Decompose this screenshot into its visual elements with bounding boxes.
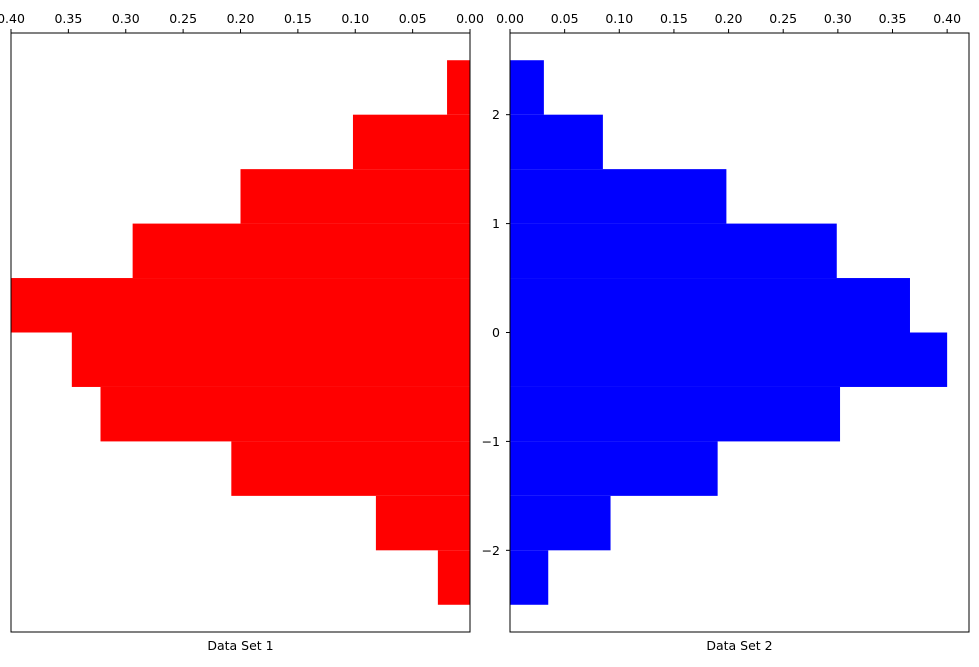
x-tick-label: 0.30	[112, 11, 140, 26]
y-tick-label: 2	[492, 107, 500, 122]
x-tick-label: 0.35	[54, 11, 82, 26]
x-tick-label: 0.10	[605, 11, 633, 26]
histogram-bar	[510, 223, 837, 279]
x-tick-label: 0.15	[284, 11, 312, 26]
histogram-bar	[231, 441, 470, 496]
histogram-bar	[352, 114, 470, 170]
histogram-bar	[447, 60, 470, 115]
y-tick-label: −2	[482, 543, 500, 558]
histogram-bar	[510, 60, 544, 115]
y-tick-label: 0	[492, 325, 500, 340]
histogram-bar	[510, 114, 603, 170]
histogram-bar	[510, 386, 841, 442]
x-tick-label: 0.05	[551, 11, 579, 26]
histogram-bar	[240, 169, 470, 224]
x-tick-label: 0.30	[824, 11, 852, 26]
x-axis-label: Data Set 1	[207, 638, 273, 653]
x-tick-label: 0.25	[769, 11, 797, 26]
histogram-bar	[100, 386, 470, 442]
histogram-bar	[132, 223, 470, 279]
x-tick-label: 0.10	[341, 11, 369, 26]
histogram-bar	[71, 332, 470, 387]
histogram-bar	[510, 550, 549, 605]
x-tick-label: 0.00	[456, 11, 484, 26]
histogram-bar	[510, 332, 948, 387]
histogram-bar	[510, 441, 718, 496]
histogram-bar	[510, 495, 611, 551]
right-histogram-panel: 0.00 0.05 0.10 0.15 0.20 0.25 0.30 0.35 0.40 −2 −1…	[482, 11, 970, 653]
left-histogram-panel: 0.40 0.35 0.30 0.25 0.20 0.15 0.10 0.05 0.00 Data…	[0, 11, 484, 653]
x-tick-label: 0.15	[660, 11, 688, 26]
x-tick-label: 0.05	[399, 11, 427, 26]
y-tick-label: 1	[492, 216, 500, 231]
histogram-bar	[437, 550, 470, 605]
histogram-bar	[510, 278, 910, 333]
histogram-bar	[11, 278, 470, 333]
x-tick-label: 0.40	[0, 11, 25, 26]
histogram-bar	[375, 495, 470, 551]
x-tick-label: 0.00	[496, 11, 524, 26]
x-axis-label: Data Set 2	[706, 638, 772, 653]
x-tick-label: 0.35	[879, 11, 907, 26]
histogram-bar	[510, 169, 727, 224]
x-tick-label: 0.20	[227, 11, 255, 26]
x-tick-label: 0.20	[715, 11, 743, 26]
x-tick-label: 0.25	[169, 11, 197, 26]
x-tick-label: 0.40	[933, 11, 961, 26]
y-tick-label: −1	[482, 434, 500, 449]
